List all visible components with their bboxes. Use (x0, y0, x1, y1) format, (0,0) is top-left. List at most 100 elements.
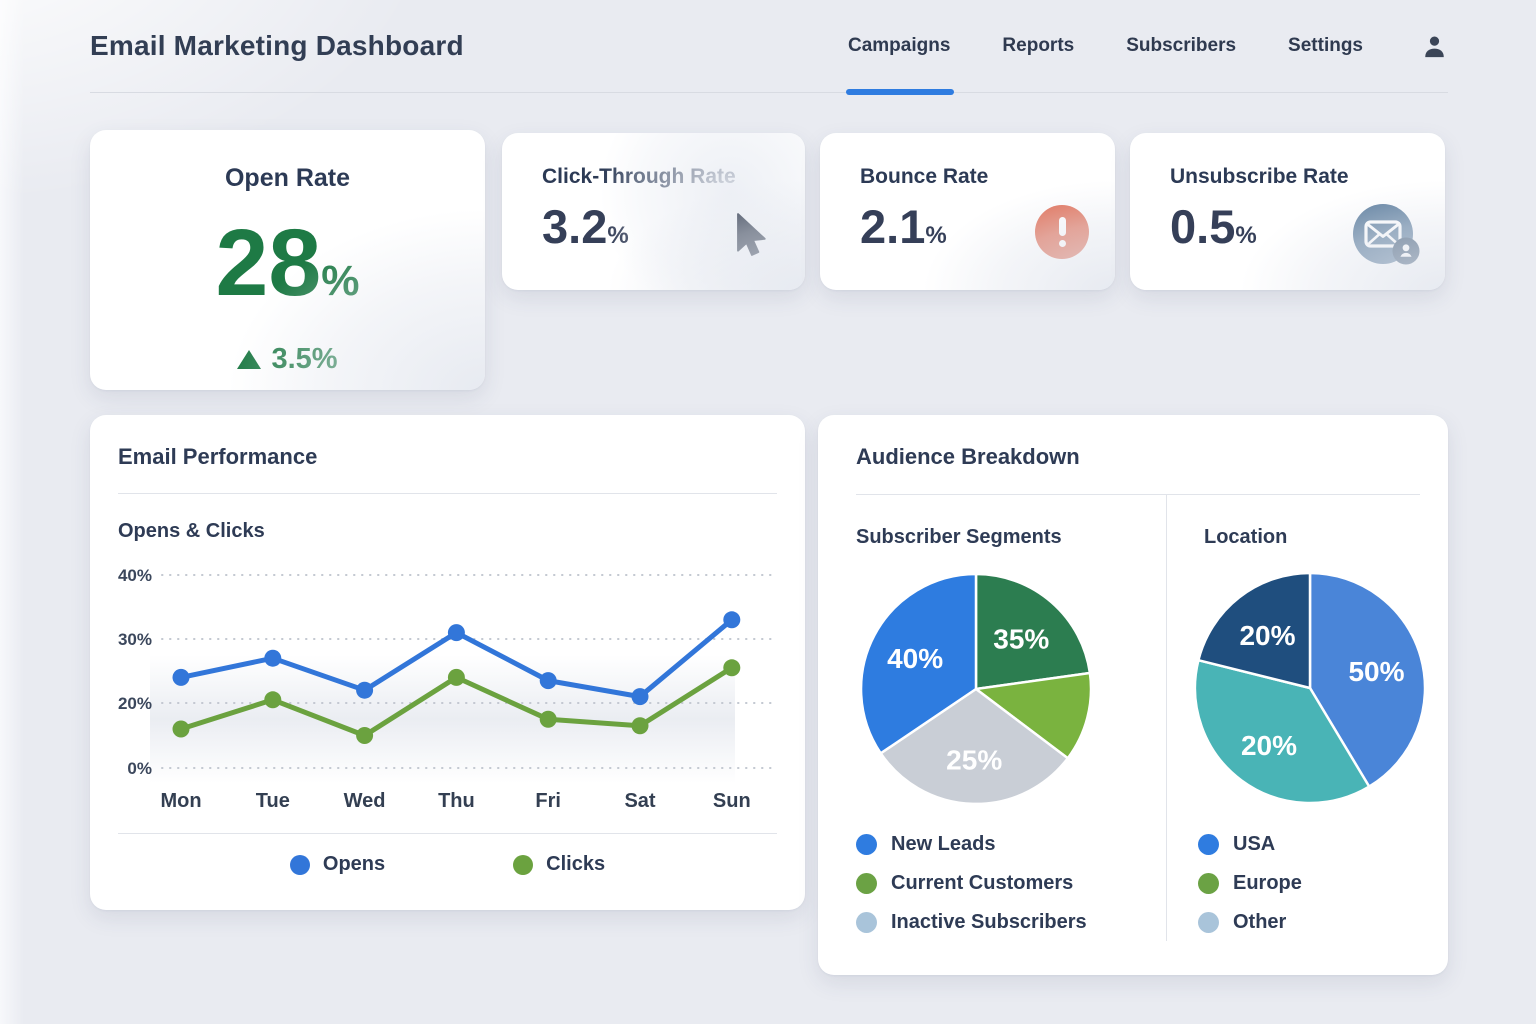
pie-slice-label: 20% (1239, 620, 1295, 651)
stat-delta: 3.5% (90, 343, 485, 376)
nav-tab-subscribers[interactable]: Subscribers (1126, 0, 1236, 92)
stat-value: 2.1% (860, 200, 947, 253)
legend-item: Europe (1198, 864, 1302, 903)
legend-item-clicks: Clicks (513, 853, 605, 876)
x-axis-label: Tue (256, 790, 290, 812)
click-through-rate-card[interactable]: Click-Through Rate 3.2% (502, 133, 805, 290)
app-header: Email Marketing Dashboard Campaigns Repo… (90, 0, 1448, 95)
data-point-opens (631, 688, 649, 706)
y-axis-tick: 40% (118, 566, 152, 585)
x-axis-label: Mon (160, 790, 201, 812)
location-subtitle: Location (1204, 526, 1288, 548)
pie-slice-label: 20% (1241, 730, 1297, 761)
nav-tab-campaigns[interactable]: Campaigns (846, 0, 955, 95)
stat-title: Unsubscribe Rate (1170, 165, 1349, 188)
stat-title: Bounce Rate (860, 165, 989, 188)
stat-unit: % (321, 257, 360, 305)
legend-dot (1198, 873, 1219, 894)
pie-slice (974, 671, 1093, 760)
pie-slice-label: 40% (887, 643, 943, 674)
user-account-button[interactable] (1421, 33, 1448, 60)
data-point-opens (356, 681, 374, 699)
legend-label: USA (1233, 833, 1276, 855)
nav-tab-label: Campaigns (848, 35, 951, 56)
open-rate-card[interactable]: Open Rate 28% 3.5% (90, 130, 485, 390)
page-title: Email Marketing Dashboard (90, 30, 464, 61)
stat-value: 3.2% (542, 200, 629, 253)
stat-unit: % (607, 222, 629, 249)
unsubscribe-email-icon (1352, 203, 1426, 278)
segments-legend: New Leads Current Customers Inactive Subsc… (856, 825, 1087, 942)
legend-label: Opens (322, 853, 386, 875)
pie-slice (1197, 571, 1312, 690)
pie-slice-label: 25% (946, 745, 1002, 776)
legend-dot (1198, 912, 1219, 933)
data-point-clicks (356, 727, 374, 744)
legend-item: Other (1198, 903, 1302, 942)
pie-slice (859, 572, 978, 755)
pie-slice (879, 687, 1070, 806)
legend-label: Inactive Subscribers (891, 911, 1087, 933)
pie-slice (1308, 571, 1427, 788)
data-point-opens (539, 672, 557, 690)
nav-tab-label: Subscribers (1126, 35, 1237, 56)
data-point-opens (447, 624, 465, 642)
stat-value: 28% (215, 210, 360, 316)
legend-label: Clicks (546, 853, 606, 875)
alert-icon (1035, 205, 1089, 259)
location-legend: USA Europe Other (1198, 825, 1302, 942)
nav-tab-label: Settings (1288, 35, 1363, 56)
legend-item-opens: Opens (289, 853, 386, 876)
data-point-opens (172, 668, 190, 686)
divider (1166, 494, 1167, 941)
legend-dot (1198, 834, 1219, 855)
stat-delta-value: 3.5% (271, 343, 338, 375)
legend-label: Current Customers (891, 872, 1074, 894)
x-axis-label: Sat (624, 790, 655, 812)
data-point-opens (264, 649, 282, 667)
legend-label: New Leads (891, 833, 996, 855)
cursor-icon (727, 211, 771, 268)
stat-title: Click-Through Rate (542, 165, 736, 188)
stat-value: 0.5% (1170, 200, 1257, 253)
legend-item: Inactive Subscribers (856, 903, 1087, 942)
x-axis-label: Thu (438, 790, 475, 812)
legend-dot (856, 873, 877, 894)
legend-dot (289, 854, 310, 875)
x-axis-label: Wed (344, 790, 386, 812)
y-axis-tick: 20% (118, 694, 152, 713)
legend-item: New Leads (856, 825, 1087, 864)
legend-dot (856, 912, 877, 933)
data-point-clicks (723, 659, 741, 677)
data-point-opens (723, 611, 741, 629)
legend-dot (513, 854, 534, 875)
unsubscribe-rate-card[interactable]: Unsubscribe Rate 0.5% (1130, 133, 1445, 290)
subscriber-segments-pie-chart: 35% 25% 40% (859, 572, 1093, 806)
stat-unit: % (1235, 222, 1257, 249)
panel-title: Audience Breakdown (856, 444, 1080, 469)
y-axis-tick: 30% (118, 630, 152, 649)
divider (856, 494, 1420, 495)
segments-subtitle: Subscriber Segments (856, 526, 1062, 548)
data-point-clicks (172, 720, 190, 738)
user-icon (1425, 35, 1444, 57)
legend-label: Other (1233, 911, 1287, 933)
data-point-clicks (539, 710, 557, 728)
divider (118, 833, 777, 834)
location-pie-chart: 50% 20% 20% (1193, 571, 1427, 805)
stat-unit: % (925, 222, 947, 249)
pie-slice (1193, 658, 1371, 805)
legend-item: Current Customers (856, 864, 1087, 903)
pie-slice-label: 35% (993, 623, 1049, 654)
chart-legend: Opens Clicks (90, 853, 805, 876)
nav-tab-reports[interactable]: Reports (1002, 0, 1074, 92)
chart-subtitle: Opens & Clicks (118, 520, 265, 542)
data-point-clicks (264, 691, 282, 709)
legend-item: USA (1198, 825, 1302, 864)
nav-tab-label: Reports (1002, 35, 1075, 56)
opens-clicks-line-chart: 40% 30% 20% 0% Mon Tue Wed Thu Fri Sat Sun (118, 566, 773, 812)
nav-tab-settings[interactable]: Settings (1288, 0, 1363, 92)
pie-slice (974, 572, 1092, 691)
bounce-rate-card[interactable]: Bounce Rate 2.1% (820, 133, 1115, 290)
y-axis-tick: 0% (127, 759, 152, 778)
